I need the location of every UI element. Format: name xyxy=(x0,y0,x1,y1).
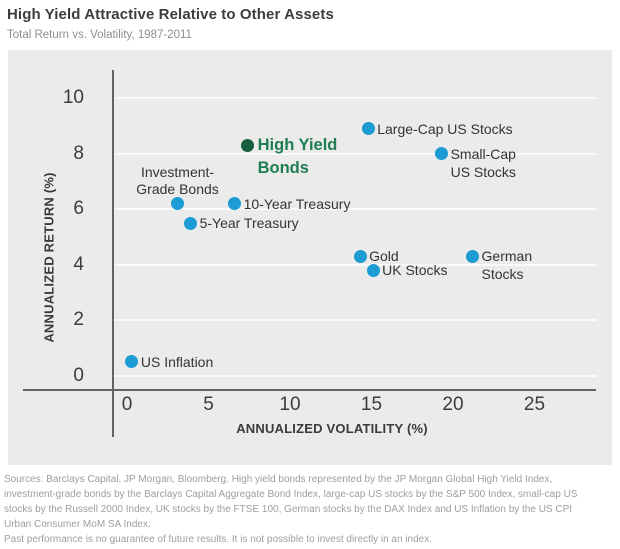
y-tick-label: 6 xyxy=(73,198,84,220)
x-axis-title: ANNUALIZED VOLATILITY (%) xyxy=(236,421,428,436)
x-tick-label: 0 xyxy=(121,394,133,415)
gridline-y-6 xyxy=(113,208,597,211)
point-label-german-stocks: German Stocks xyxy=(481,248,533,283)
gridline-y-8 xyxy=(113,152,597,155)
footer-line: Sources: Barclays Capital, JP Morgan, Bl… xyxy=(4,474,553,485)
footer-line: stocks by the Russell 2000 Index, UK sto… xyxy=(4,504,573,515)
y-axis-title: ANNUALIZED RETURN (%) xyxy=(41,172,57,343)
x-tick-label: 10 xyxy=(279,394,301,415)
gridline-y-10 xyxy=(113,97,597,100)
x-tick-label: 5 xyxy=(203,394,214,415)
y-axis-line xyxy=(112,70,114,437)
footer-line: investment-grade bonds by the Barclays C… xyxy=(4,489,578,500)
point-dot-investment-grade-bonds xyxy=(171,197,185,211)
x-tick-label: 15 xyxy=(360,394,383,415)
point-dot-gold xyxy=(353,249,367,263)
x-tick-label: 20 xyxy=(442,394,464,415)
source-footnote: Sources: Barclays Capital, JP Morgan, Bl… xyxy=(4,472,618,547)
point-label-uk-stocks: UK Stocks xyxy=(382,262,448,279)
y-tick-label: 4 xyxy=(73,253,84,275)
point-label-gold: Gold xyxy=(369,248,399,265)
chart-subtitle: Total Return vs. Volatility, 1987-2011 xyxy=(7,29,192,41)
footer-line: Urban Consumer MoM SA Index. xyxy=(4,519,151,530)
point-label-5-year-treasury: 5-Year Treasury xyxy=(199,215,299,232)
point-dot-10-year-treasury xyxy=(228,197,242,211)
y-tick-label: 2 xyxy=(73,309,84,331)
point-dot-german-stocks xyxy=(466,249,480,263)
point-label-large-cap-us-stocks: Large-Cap US Stocks xyxy=(377,120,513,137)
footer-line: Past performance is no guarantee of futu… xyxy=(4,534,433,545)
x-tick-label: 25 xyxy=(523,394,546,415)
point-label-10-year-treasury: 10-Year Treasury xyxy=(243,195,351,212)
point-label-us-inflation: US Inflation xyxy=(140,353,214,370)
x-axis-line xyxy=(23,389,596,391)
point-label-investment-grade-bonds: Investment- Grade Bonds xyxy=(136,163,219,197)
chart-title: High Yield Attractive Relative to Other … xyxy=(7,6,334,23)
y-tick-label: 10 xyxy=(62,87,84,109)
chart-panel: 0 2 4 6 8 10 0 5 10 15 20 25 ANNUALIZED RETURN (%)… xyxy=(8,50,612,465)
y-tick-label: 0 xyxy=(73,364,84,386)
point-dot-small-cap-us-stocks xyxy=(435,147,449,161)
gridline-y-0 xyxy=(113,374,597,377)
gridline-y-4 xyxy=(113,263,597,266)
point-label-high-yield-bonds: High Yield Bonds xyxy=(257,135,338,177)
point-label-small-cap-us-stocks: Small-Cap US Stocks xyxy=(450,145,516,180)
point-dot-large-cap-us-stocks xyxy=(361,122,375,136)
y-tick-label: 8 xyxy=(73,142,84,164)
point-dot-5-year-treasury xyxy=(184,216,198,230)
gridline-y-2 xyxy=(113,319,597,322)
chart-header: High Yield Attractive Relative to Other … xyxy=(7,6,334,41)
point-dot-high-yield-bonds xyxy=(241,138,255,152)
point-dot-us-inflation xyxy=(125,355,139,369)
point-dot-uk-stocks xyxy=(366,263,380,277)
